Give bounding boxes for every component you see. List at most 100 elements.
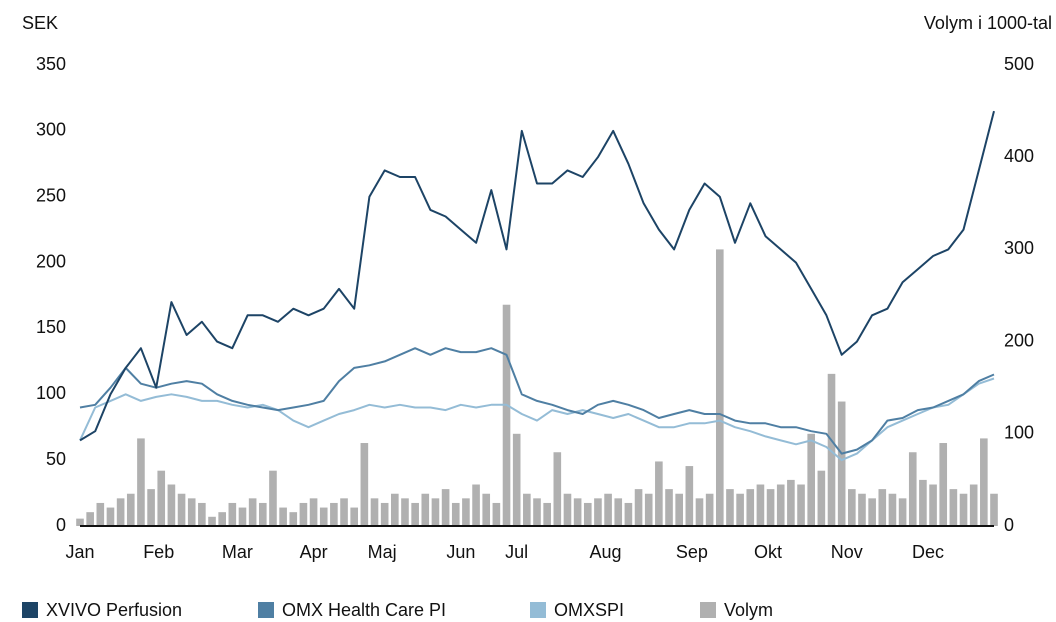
series-line bbox=[79, 347, 995, 455]
volume-bar bbox=[340, 498, 348, 526]
volume-bar bbox=[980, 438, 988, 526]
y2-tick-label: 400 bbox=[1004, 146, 1034, 166]
x-tick-label: Jan bbox=[65, 542, 94, 562]
volume-bar bbox=[208, 516, 216, 526]
y-tick-label: 200 bbox=[36, 251, 66, 271]
volume-bar bbox=[848, 489, 856, 526]
volume-bar bbox=[421, 493, 430, 526]
x-tick-label: Jul bbox=[505, 542, 528, 562]
volume-bar bbox=[441, 489, 450, 526]
volume-bar bbox=[472, 484, 480, 526]
x-tick-label: Aug bbox=[590, 542, 622, 562]
x-tick-label: Nov bbox=[831, 542, 863, 562]
x-tick-label: Jun bbox=[446, 542, 475, 562]
volume-bar bbox=[431, 498, 440, 526]
volume-bar bbox=[563, 493, 572, 526]
volume-bar bbox=[583, 502, 592, 526]
x-tick-label: Feb bbox=[143, 542, 174, 562]
volume-bar bbox=[248, 498, 257, 526]
y-tick-label: 0 bbox=[56, 515, 66, 535]
legend-swatch bbox=[22, 602, 38, 618]
y2-tick-label: 200 bbox=[1004, 330, 1034, 350]
volume-bar bbox=[888, 493, 897, 526]
volume-bar bbox=[96, 502, 105, 526]
y-tick-label: 50 bbox=[46, 449, 66, 469]
volume-bar bbox=[523, 493, 531, 526]
volume-bar bbox=[147, 489, 155, 526]
volume-bar bbox=[289, 512, 298, 526]
volume-bar bbox=[878, 489, 887, 526]
volume-bar bbox=[756, 484, 765, 526]
legend-swatch bbox=[258, 602, 274, 618]
x-tick-label: Apr bbox=[300, 542, 328, 562]
volume-bar bbox=[736, 493, 744, 526]
volume-bar bbox=[157, 470, 166, 526]
volume-bar bbox=[939, 443, 948, 526]
volume-bar bbox=[502, 304, 511, 526]
volume-bar bbox=[644, 493, 653, 526]
volume-bar bbox=[868, 498, 876, 526]
volume-bar bbox=[401, 498, 409, 526]
volume-bar bbox=[411, 502, 419, 526]
volume-bar bbox=[350, 507, 359, 526]
y-tick-label: 150 bbox=[36, 317, 66, 337]
volume-bar bbox=[604, 493, 612, 526]
volume-bar bbox=[573, 498, 582, 526]
volume-bar bbox=[279, 507, 287, 526]
volume-bar bbox=[238, 507, 247, 526]
series-line bbox=[79, 377, 995, 462]
volume-bar bbox=[543, 502, 551, 526]
left-axis-label: SEK bbox=[22, 13, 58, 33]
volume-bar bbox=[990, 493, 998, 526]
volume-bar bbox=[787, 479, 795, 526]
volume-bar bbox=[86, 512, 94, 526]
volume-bar bbox=[949, 489, 958, 526]
volume-bar bbox=[827, 373, 836, 526]
volume-bar bbox=[137, 438, 145, 526]
volume-bar bbox=[218, 512, 226, 526]
volume-bar bbox=[766, 489, 775, 526]
volume-bar bbox=[462, 498, 470, 526]
x-tick-label: Okt bbox=[754, 542, 782, 562]
volume-bar bbox=[746, 489, 755, 526]
volume-bar bbox=[624, 502, 633, 526]
volume-bar bbox=[908, 452, 917, 526]
volume-bar bbox=[797, 484, 805, 526]
volume-bar bbox=[655, 461, 663, 526]
volume-bar bbox=[533, 498, 541, 526]
legend-swatch bbox=[530, 602, 546, 618]
volume-bar bbox=[116, 498, 125, 526]
volume-bar bbox=[715, 249, 724, 526]
volume-bar bbox=[106, 507, 115, 526]
volume-bar bbox=[76, 518, 84, 526]
legend-label: XVIVO Perfusion bbox=[46, 600, 182, 620]
volume-bar bbox=[665, 489, 673, 526]
volume-bar bbox=[126, 493, 135, 526]
volume-bar bbox=[553, 452, 562, 526]
volume-bar bbox=[695, 498, 704, 526]
volume-bar bbox=[269, 470, 277, 526]
y2-tick-label: 500 bbox=[1004, 54, 1034, 74]
volume-bar bbox=[167, 484, 176, 526]
x-tick-label: Sep bbox=[676, 542, 708, 562]
x-tick-label: Dec bbox=[912, 542, 944, 562]
volume-bar bbox=[391, 493, 399, 526]
volume-bar bbox=[594, 498, 602, 526]
volume-bar bbox=[685, 466, 694, 526]
volume-bar bbox=[675, 493, 683, 526]
volume-bar bbox=[319, 507, 328, 526]
legend-label: OMXSPI bbox=[554, 600, 624, 620]
y-tick-label: 100 bbox=[36, 383, 66, 403]
volume-bar bbox=[898, 498, 907, 526]
right-axis-label: Volym i 1000-tal bbox=[924, 13, 1052, 33]
volume-bar bbox=[380, 502, 389, 526]
volume-bar bbox=[634, 489, 643, 526]
volume-bar bbox=[776, 484, 785, 526]
volume-bar bbox=[807, 433, 816, 526]
volume-bar bbox=[482, 493, 491, 526]
volume-bar bbox=[705, 493, 714, 526]
y-tick-label: 300 bbox=[36, 120, 66, 140]
volume-bar bbox=[492, 502, 501, 526]
x-tick-label: Maj bbox=[368, 542, 397, 562]
